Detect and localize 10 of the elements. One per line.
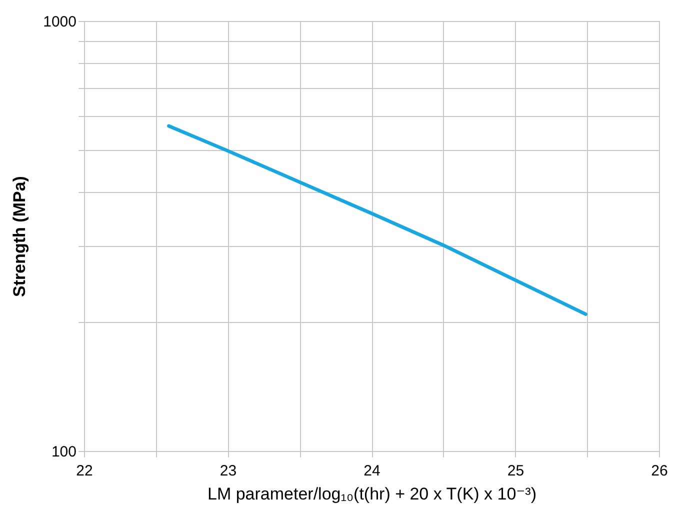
x-tick-label: 22: [76, 462, 93, 480]
y-tick-label: 100: [51, 444, 76, 460]
x-tick-label: 25: [507, 462, 524, 480]
x-axis-title: LM parameter/log₁₀(t(hr) + 20 x T(K) x 10⁻³): [208, 484, 536, 504]
line-series: [167, 124, 588, 316]
y-axis-title: Strength (MPa): [10, 176, 30, 297]
x-tick-label: 23: [220, 462, 237, 480]
x-tick-label: 26: [651, 462, 668, 480]
x-tick-label: 24: [364, 462, 380, 480]
y-tick-label: 1000: [43, 14, 76, 30]
